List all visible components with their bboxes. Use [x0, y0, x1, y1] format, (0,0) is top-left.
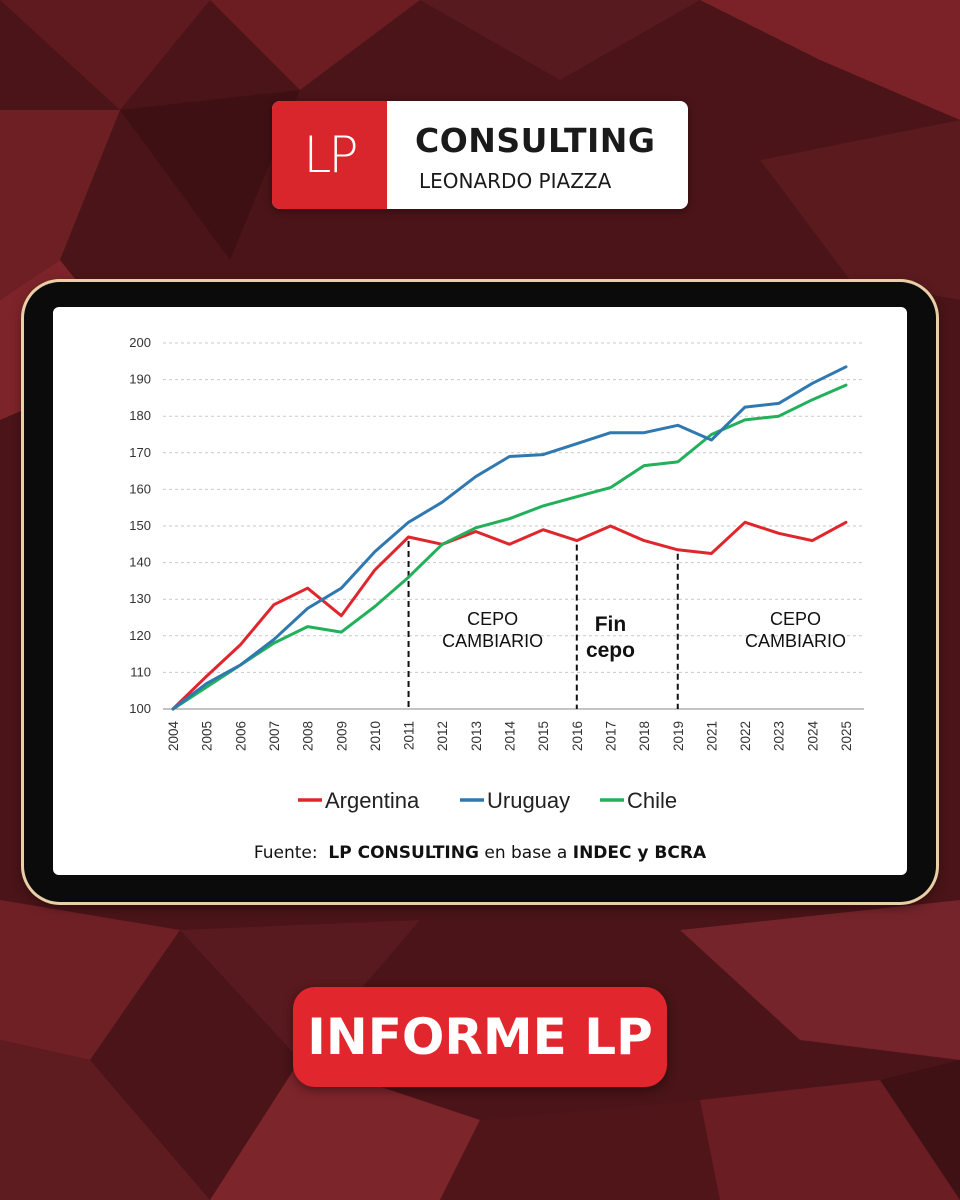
source-prefix: Fuente:: [253, 843, 318, 863]
source-note: Fuente: LP CONSULTING en base a INDEC y …: [53, 843, 907, 863]
series-line-chile: [171, 383, 848, 711]
y-tick-label: 190: [129, 372, 151, 387]
line-chart: 100 110 120 130 140 150 160 170 180 190 200 2004 200…: [129, 335, 864, 813]
y-tick-label: 150: [129, 518, 151, 533]
source-middle: en base a: [484, 843, 568, 863]
logo-mark: LP: [272, 101, 387, 209]
x-tick-label: 2017: [603, 721, 618, 751]
annotation-text: cepo: [586, 639, 635, 662]
x-tick-label: 2021: [704, 721, 719, 751]
x-tick-label: 2012: [435, 721, 450, 751]
source-brand: LP CONSULTING: [328, 843, 479, 863]
source-orgs: INDEC y BCRA: [572, 843, 707, 863]
x-tick-label: 2013: [469, 721, 484, 751]
x-tick-label: 2011: [402, 721, 417, 750]
chart-card: 100 110 120 130 140 150 160 170 180 190 200 2004 200…: [53, 307, 907, 875]
legend-label: Argentina: [325, 788, 420, 813]
x-tick-label: 2019: [671, 721, 686, 751]
x-tick-label: 2009: [334, 721, 349, 751]
x-tick-label: 2007: [267, 721, 282, 751]
y-tick-label: 160: [129, 481, 151, 496]
brand-logo: LP CONSULTING LEONARDO PIAZZA: [272, 101, 688, 209]
x-tick-label: 2008: [301, 721, 316, 751]
y-tick-label: 170: [129, 445, 151, 460]
x-tick-label: 2024: [805, 721, 820, 752]
annotation-text: Fin: [595, 613, 627, 636]
y-tick-label: 110: [130, 664, 151, 679]
y-tick-label: 200: [129, 335, 151, 350]
series-line-uruguay: [171, 365, 848, 711]
legend-label: Uruguay: [487, 788, 570, 813]
report-badge: INFORME LP: [293, 987, 667, 1087]
x-tick-label: 2022: [738, 721, 753, 751]
x-tick-label: 2006: [233, 721, 248, 751]
annotation-text: CEPO: [770, 609, 821, 629]
legend-label: Chile: [627, 788, 677, 813]
annotation-text: CAMBIARIO: [442, 631, 543, 651]
logo-subtitle: LEONARDO PIAZZA: [419, 169, 612, 193]
series-line-argentina: [171, 520, 848, 711]
logo-title: CONSULTING: [415, 121, 656, 160]
x-tick-label: 2005: [200, 721, 215, 751]
x-tick-label: 2016: [570, 721, 585, 751]
y-tick-label: 180: [129, 408, 151, 423]
y-tick-label: 140: [129, 555, 151, 570]
annotation-text: CAMBIARIO: [745, 631, 846, 651]
x-tick-label: 2014: [503, 721, 518, 752]
x-tick-label: 2015: [536, 721, 551, 751]
y-tick-label: 100: [129, 701, 151, 716]
y-tick-label: 130: [129, 591, 151, 606]
x-tick-label: 2010: [368, 721, 383, 751]
annotation-text: CEPO: [467, 609, 518, 629]
x-tick-label: 2018: [637, 721, 652, 751]
x-tick-label: 2025: [839, 721, 854, 751]
x-tick-label: 2004: [166, 721, 181, 752]
x-tick-label: 2023: [772, 721, 787, 751]
y-tick-label: 120: [129, 628, 151, 643]
